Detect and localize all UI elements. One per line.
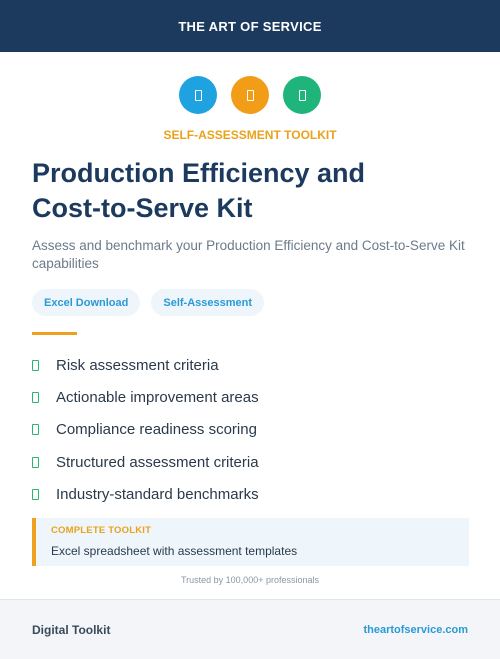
check-icon (32, 391, 39, 403)
feature-item: Compliance readiness scoring (32, 414, 472, 446)
trust-note: Trusted by 100,000+ professionals (180, 575, 319, 585)
check-icon (32, 456, 39, 468)
feature-item: Risk assessment criteria (32, 349, 472, 381)
callout-text: Excel spreadsheet with assessment templa… (51, 544, 298, 558)
feature-text: Compliance readiness scoring (56, 421, 257, 439)
icon-circle-blue (179, 76, 217, 114)
check-icon (32, 359, 39, 371)
callout-label: COMPLETE TOOLKIT (51, 525, 152, 536)
tag-excel-download: Excel Download (32, 289, 141, 316)
document-icon (298, 89, 306, 101)
footer-label: Digital Toolkit (32, 622, 111, 637)
feature-text: Risk assessment criteria (56, 356, 219, 374)
feature-text: Structured assessment criteria (56, 453, 259, 471)
document-icon (194, 89, 202, 101)
feature-text: Actionable improvement areas (56, 388, 259, 406)
toolkit-callout: COMPLETE TOOLKIT Excel spreadsheet with … (32, 518, 469, 566)
check-icon (32, 488, 39, 500)
tag-list: Excel Download Self-Assessment (32, 289, 265, 316)
icon-circle-green (283, 76, 321, 114)
feature-list: Risk assessment criteria Actionable impr… (32, 349, 472, 510)
title-line-1: Production Efficiency and (32, 158, 366, 188)
accent-divider (32, 332, 77, 335)
feature-item: Industry-standard benchmarks (32, 478, 472, 510)
page-subtitle: Assess and benchmark your Production Eff… (32, 238, 465, 271)
brand-title: THE ART OF SERVICE (178, 18, 322, 34)
header-bar: THE ART OF SERVICE (0, 0, 500, 52)
icon-row (0, 76, 500, 114)
feature-item: Structured assessment criteria (32, 446, 472, 478)
document-icon (246, 89, 254, 101)
feature-text: Industry-standard benchmarks (56, 485, 259, 503)
website-link[interactable]: theartofservice.com (363, 623, 468, 636)
page-title: Production Efficiency and Cost-to-Serve … (32, 156, 472, 226)
footer-bar: Digital Toolkit theartofservice.com (0, 599, 500, 659)
title-line-2: Cost-to-Serve Kit (32, 193, 253, 223)
check-icon (32, 424, 39, 436)
eyebrow-label: SELF-ASSESSMENT TOOLKIT (163, 128, 337, 142)
tag-self-assessment: Self-Assessment (151, 289, 265, 316)
feature-item: Actionable improvement areas (32, 381, 472, 413)
icon-circle-orange (231, 76, 269, 114)
